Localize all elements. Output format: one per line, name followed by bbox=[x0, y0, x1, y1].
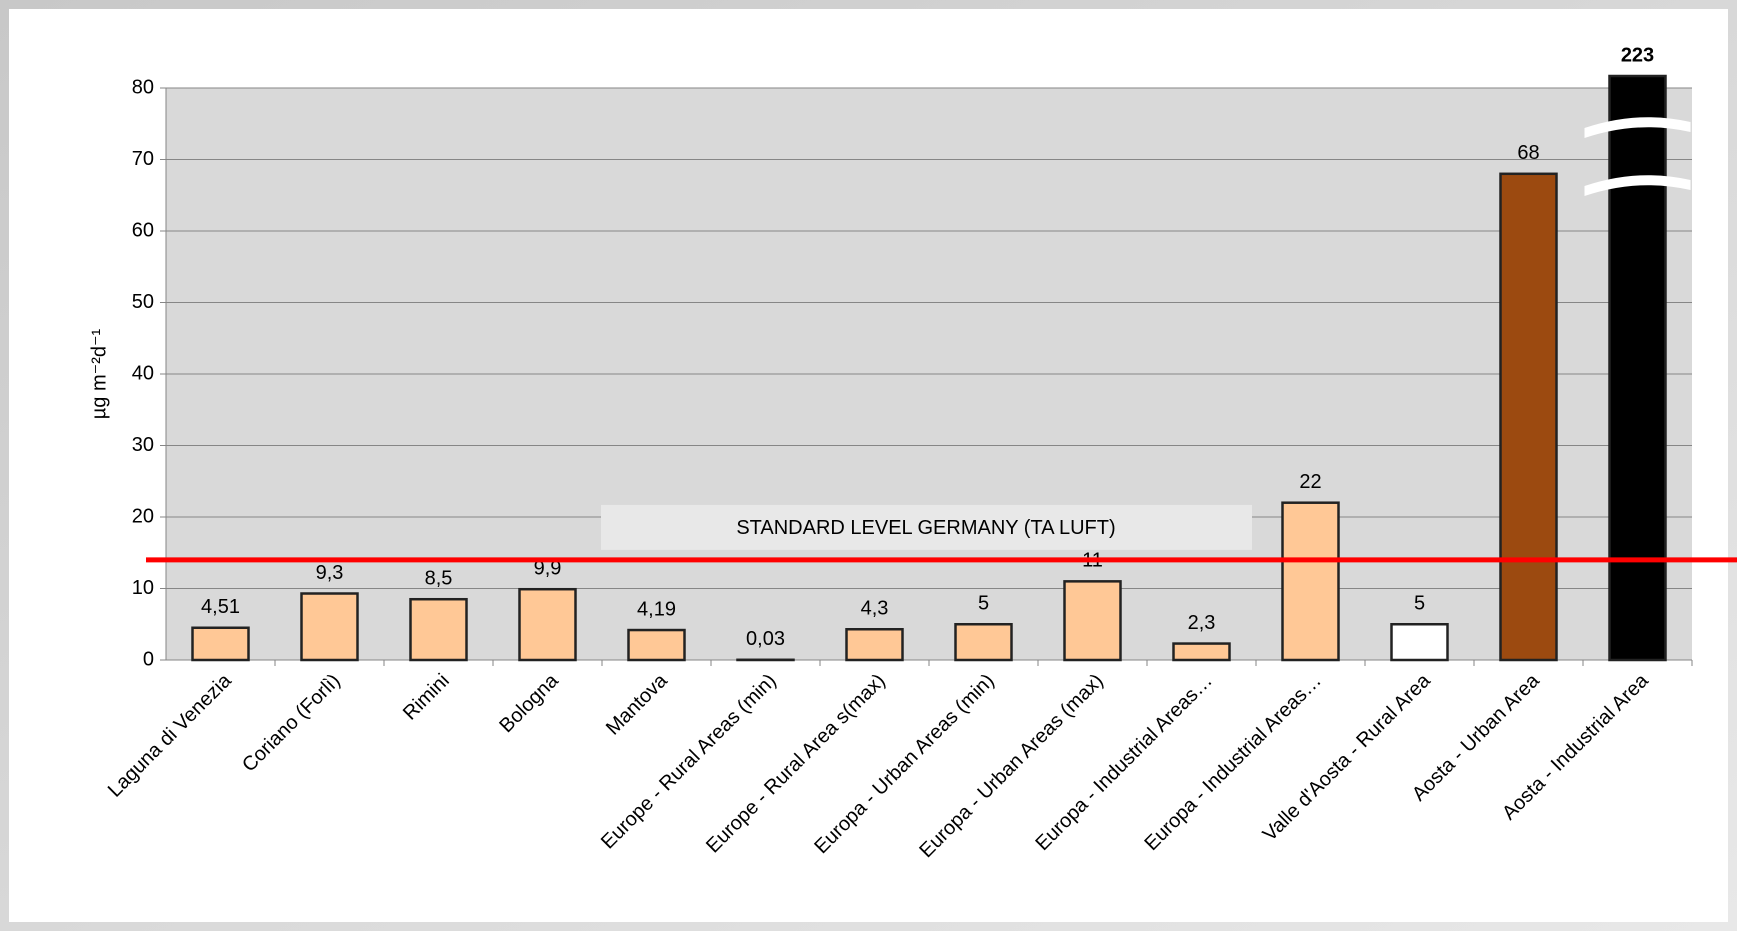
data-label: 9,3 bbox=[316, 562, 344, 584]
y-tick-label: 40 bbox=[132, 362, 154, 384]
bar bbox=[518, 587, 577, 662]
reference-label-box bbox=[601, 504, 1252, 550]
bar bbox=[845, 628, 904, 662]
data-label: 9,9 bbox=[534, 557, 562, 579]
bar bbox=[1499, 172, 1558, 662]
y-tick-label: 10 bbox=[132, 577, 154, 599]
data-label: 223 bbox=[1621, 44, 1654, 66]
bar bbox=[1390, 623, 1449, 662]
bar bbox=[1281, 501, 1340, 662]
y-tick-label: 0 bbox=[143, 648, 154, 670]
data-label: 0,03 bbox=[746, 628, 785, 650]
data-label: 5 bbox=[1414, 593, 1425, 615]
axis-break bbox=[1584, 175, 1691, 196]
data-label: 5 bbox=[978, 593, 989, 615]
bar bbox=[1063, 580, 1122, 662]
y-tick-label: 30 bbox=[132, 434, 154, 456]
data-label: 4,19 bbox=[637, 598, 676, 620]
y-tick-label: 70 bbox=[132, 148, 154, 170]
bar bbox=[954, 623, 1013, 662]
bar bbox=[627, 628, 686, 662]
data-label: 2,3 bbox=[1188, 612, 1216, 634]
data-label: 22 bbox=[1299, 471, 1321, 493]
data-label: 68 bbox=[1517, 142, 1539, 164]
data-label: 8,5 bbox=[425, 568, 453, 590]
axis-break bbox=[1584, 117, 1691, 138]
bar bbox=[1608, 74, 1667, 662]
bar bbox=[300, 592, 359, 662]
y-tick-label: 80 bbox=[132, 76, 154, 98]
y-tick-label: 60 bbox=[132, 219, 154, 241]
data-label: 4,3 bbox=[861, 598, 889, 620]
y-tick-label: 50 bbox=[132, 291, 154, 313]
y-tick-label: 20 bbox=[132, 505, 154, 527]
bar bbox=[1172, 642, 1231, 662]
bar bbox=[191, 626, 250, 662]
reference-label: STANDARD LEVEL GERMANY (TA LUFT) bbox=[736, 517, 1115, 539]
y-axis-label: µg m⁻²d⁻¹ bbox=[88, 328, 110, 419]
bar bbox=[409, 597, 468, 662]
data-label: 4,51 bbox=[201, 596, 240, 618]
